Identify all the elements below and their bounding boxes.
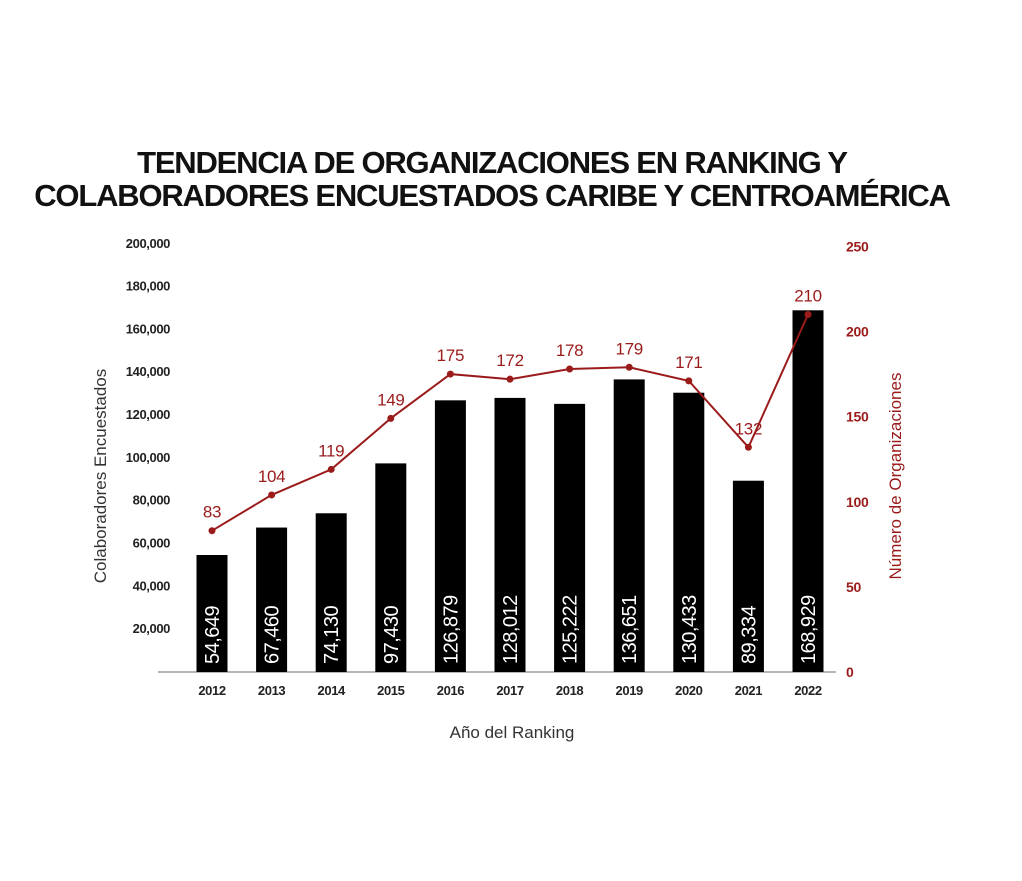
- line-point: [566, 365, 574, 373]
- y-right-tick-label: 250: [846, 238, 869, 254]
- y-right-tick-label: 150: [846, 409, 869, 425]
- bar: [196, 554, 228, 672]
- bar: [494, 397, 526, 672]
- bar-value-label: 136,651: [619, 595, 641, 664]
- bar-value-label: 67,460: [262, 605, 284, 664]
- line-point: [387, 414, 395, 422]
- x-axis-title: Año del Ranking: [450, 723, 575, 742]
- y-left-tick-label: 20,000: [133, 621, 171, 636]
- data-labels: 54,649 67,460 74,130 97,430 126,879 128,012 12…: [202, 286, 822, 664]
- y-right-tick-label: 200: [846, 324, 869, 340]
- x-tick-label: 2017: [496, 683, 523, 698]
- x-tick-label: 2012: [198, 683, 225, 698]
- bar: [256, 527, 288, 672]
- x-tick-label: 2016: [437, 683, 464, 698]
- bar-value-label: 130,433: [679, 595, 701, 664]
- bar-value-label: 126,879: [440, 595, 462, 664]
- x-tick-label: 2020: [675, 683, 702, 698]
- bar: [613, 379, 645, 672]
- y-left-tick-label: 180,000: [126, 279, 170, 294]
- x-tick-label: 2019: [616, 683, 643, 698]
- bar-value-label: 54,649: [202, 605, 224, 664]
- line-value-label: 175: [437, 346, 464, 365]
- bar: [434, 400, 466, 672]
- x-tick-label: 2013: [258, 683, 285, 698]
- y-right-tick-label: 0: [846, 664, 854, 680]
- x-tick-label: 2014: [318, 683, 346, 698]
- line-point: [446, 370, 454, 378]
- line-value-label: 210: [794, 286, 821, 305]
- x-tick-label: 2018: [556, 683, 583, 698]
- bar: [673, 392, 705, 672]
- line-point: [327, 465, 335, 473]
- line-series: [208, 310, 812, 535]
- y-right-tick-label: 50: [846, 579, 861, 595]
- y-left-tick-label: 100,000: [126, 450, 170, 465]
- y-left-tick-label: 120,000: [126, 407, 170, 422]
- chart-title-line-2: COLABORADORES ENCUESTADOS CARIBE Y CENTR…: [34, 178, 950, 213]
- chart-title-line-1: TENDENCIA DE ORGANIZACIONES EN RANKING Y: [137, 145, 848, 180]
- line-value-label: 119: [318, 441, 344, 460]
- line-value-label: 179: [615, 339, 642, 358]
- y-left-tick-label: 160,000: [126, 321, 170, 336]
- y-left-tick-label: 140,000: [126, 364, 170, 379]
- y-right-tick-label: 100: [846, 494, 869, 510]
- line-point: [744, 443, 752, 451]
- y-left-tick-label: 80,000: [133, 493, 171, 508]
- bar: [554, 403, 586, 672]
- bar-value-label: 97,430: [381, 605, 403, 664]
- y-left-tick-label: 40,000: [133, 578, 171, 593]
- x-tick-label: 2015: [377, 683, 404, 698]
- chart-title: TENDENCIA DE ORGANIZACIONES EN RANKING Y…: [34, 145, 952, 213]
- bar-value-label: 74,130: [321, 605, 343, 664]
- line-point: [506, 375, 514, 383]
- line-value-label: 178: [556, 341, 583, 360]
- line-value-label: 149: [377, 390, 404, 409]
- y-left-tick-label: 60,000: [133, 536, 171, 551]
- bar: [792, 310, 824, 672]
- y-axis-right-title: Número de Organizaciones: [886, 373, 905, 580]
- line-point: [625, 363, 633, 371]
- bar-series: [196, 310, 824, 672]
- line-point: [268, 491, 276, 499]
- x-tick-label: 2022: [794, 683, 821, 698]
- line-point: [685, 377, 693, 385]
- line-value-label: 171: [675, 353, 702, 372]
- x-tick-label: 2021: [735, 683, 762, 698]
- line-point: [804, 310, 812, 318]
- bar-value-label: 125,222: [560, 595, 582, 664]
- y-axis-left-title: Colaboradores Encuestados: [91, 369, 110, 584]
- line-point: [208, 527, 216, 535]
- y-left-tick-label: 200,000: [126, 236, 170, 251]
- axes: 20,000 40,000 60,000 80,000 100,000 120,000 14…: [126, 236, 869, 698]
- bar: [375, 463, 407, 672]
- line-value-label: 172: [496, 351, 523, 370]
- line-value-label: 132: [735, 419, 762, 438]
- bar-value-label: 128,012: [500, 595, 522, 664]
- bar-value-label: 168,929: [798, 595, 820, 664]
- bar-value-label: 89,334: [738, 605, 760, 664]
- bar: [315, 513, 347, 672]
- line-value-label: 104: [258, 467, 285, 486]
- line-value-label: 83: [203, 503, 221, 522]
- bar: [732, 480, 764, 672]
